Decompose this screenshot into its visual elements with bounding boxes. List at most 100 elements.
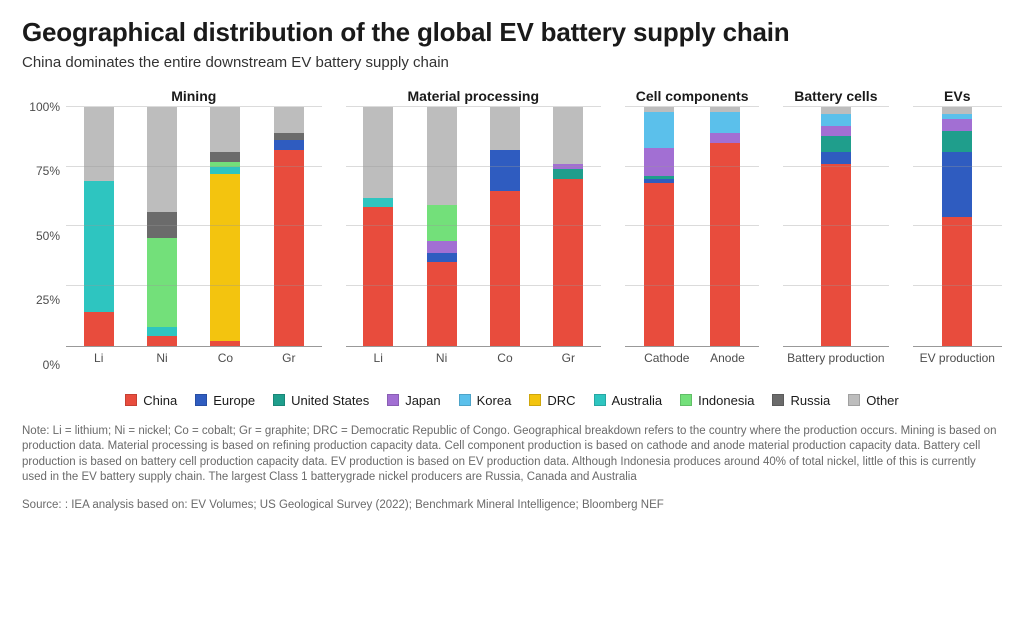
legend-swatch xyxy=(195,394,207,406)
bar-segment xyxy=(553,169,583,179)
grid-line xyxy=(783,225,888,226)
bar-segment xyxy=(427,107,457,205)
category-label: Gr xyxy=(274,351,304,365)
legend-swatch xyxy=(125,394,137,406)
grid-line xyxy=(346,225,602,226)
legend-item: China xyxy=(125,393,177,408)
stacked-bar xyxy=(553,107,583,346)
bar-segment xyxy=(147,327,177,337)
category-label: Co xyxy=(210,351,240,365)
category-label: Anode xyxy=(710,351,740,365)
bar-segment xyxy=(821,126,851,136)
legend-item: Indonesia xyxy=(680,393,754,408)
plot xyxy=(783,107,888,347)
stacked-bar xyxy=(210,107,240,346)
y-tick-label: 0% xyxy=(16,358,60,372)
stacked-bar xyxy=(942,107,972,346)
chart-area: 0%25%50%75%100% MiningLiNiCoGrMaterial p… xyxy=(22,85,1002,365)
legend-item: Other xyxy=(848,393,899,408)
category-label: Li xyxy=(84,351,114,365)
bar-segment xyxy=(490,150,520,191)
category-row: Li Ni Co Gr xyxy=(66,351,322,365)
bar-segment xyxy=(363,107,393,198)
bar-segment xyxy=(710,112,740,134)
bar-segment xyxy=(84,312,114,345)
bar-segment xyxy=(821,114,851,126)
legend-item: Australia xyxy=(594,393,663,408)
legend-item: DRC xyxy=(529,393,575,408)
bar-segment xyxy=(942,107,972,114)
category-label: Ni xyxy=(147,351,177,365)
bar-segment xyxy=(427,253,457,263)
bar-segment xyxy=(210,167,240,174)
bar-segment xyxy=(427,262,457,346)
bar-segment xyxy=(710,143,740,346)
panel: Material processing Li Ni Co Gr xyxy=(346,85,602,365)
panel-title: Mining xyxy=(66,85,322,107)
bar-segment xyxy=(553,179,583,346)
grid-line xyxy=(913,166,1002,167)
legend-label: Indonesia xyxy=(698,393,754,408)
bar-segment xyxy=(644,183,674,346)
grid-line xyxy=(66,166,322,167)
legend-swatch xyxy=(848,394,860,406)
bar-segment xyxy=(821,107,851,114)
bar-segment xyxy=(210,341,240,346)
bar-segment xyxy=(821,136,851,153)
panels-container: Mining Li Ni Co Gr Material processing Li Ni Co G… xyxy=(66,85,1002,365)
panel: Mining Li Ni Co Gr xyxy=(66,85,322,365)
legend-item: United States xyxy=(273,393,369,408)
grid-line xyxy=(66,225,322,226)
bar-segment xyxy=(210,152,240,162)
grid-line xyxy=(783,285,888,286)
category-label: Co xyxy=(490,351,520,365)
panel: Battery cells Battery production xyxy=(783,85,888,365)
stacked-bar xyxy=(84,107,114,346)
plot xyxy=(66,107,322,347)
page-subtitle: China dominates the entire downstream EV… xyxy=(22,54,1002,71)
bar-segment xyxy=(942,152,972,217)
bar-segment xyxy=(490,107,520,150)
legend-label: Japan xyxy=(405,393,440,408)
category-label: Cathode xyxy=(644,351,674,365)
grid-line xyxy=(913,225,1002,226)
legend-swatch xyxy=(387,394,399,406)
bar-segment xyxy=(274,107,304,133)
bar-segment xyxy=(147,238,177,326)
bar-segment xyxy=(274,150,304,346)
grid-line xyxy=(346,166,602,167)
category-row: Cathode Anode xyxy=(625,351,759,365)
plot xyxy=(913,107,1002,347)
bar-segment xyxy=(942,217,972,346)
category-label: Battery production xyxy=(787,351,884,365)
stacked-bar xyxy=(644,107,674,346)
bar-segment xyxy=(274,133,304,140)
y-axis: 0%25%50%75%100% xyxy=(22,85,66,365)
y-tick-label: 75% xyxy=(16,164,60,178)
stacked-bar xyxy=(147,107,177,346)
category-label: Ni xyxy=(427,351,457,365)
grid-line xyxy=(66,106,322,107)
legend-label: China xyxy=(143,393,177,408)
y-tick-label: 25% xyxy=(16,293,60,307)
source-line: Source: : IEA analysis based on: EV Volu… xyxy=(22,498,1002,514)
panel-title: Material processing xyxy=(346,85,602,107)
bar-segment xyxy=(490,191,520,346)
category-label: Gr xyxy=(553,351,583,365)
grid-line xyxy=(625,225,759,226)
bar-segment xyxy=(644,148,674,177)
legend-label: Other xyxy=(866,393,899,408)
legend-item: Korea xyxy=(459,393,512,408)
category-label: Li xyxy=(363,351,393,365)
panel-title: Battery cells xyxy=(783,85,888,107)
panel: Cell componentsCathodeAnode xyxy=(625,85,759,365)
legend-label: Europe xyxy=(213,393,255,408)
bar-segment xyxy=(710,133,740,143)
grid-line xyxy=(783,166,888,167)
category-label: EV production xyxy=(920,351,995,365)
legend-item: Japan xyxy=(387,393,440,408)
grid-line xyxy=(625,166,759,167)
legend-item: Europe xyxy=(195,393,255,408)
bar-segment xyxy=(84,181,114,312)
plot xyxy=(625,107,759,347)
